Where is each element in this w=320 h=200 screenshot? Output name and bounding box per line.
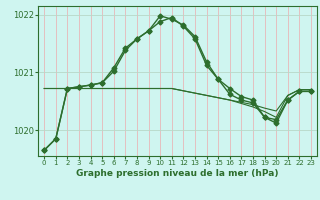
- X-axis label: Graphe pression niveau de la mer (hPa): Graphe pression niveau de la mer (hPa): [76, 169, 279, 178]
